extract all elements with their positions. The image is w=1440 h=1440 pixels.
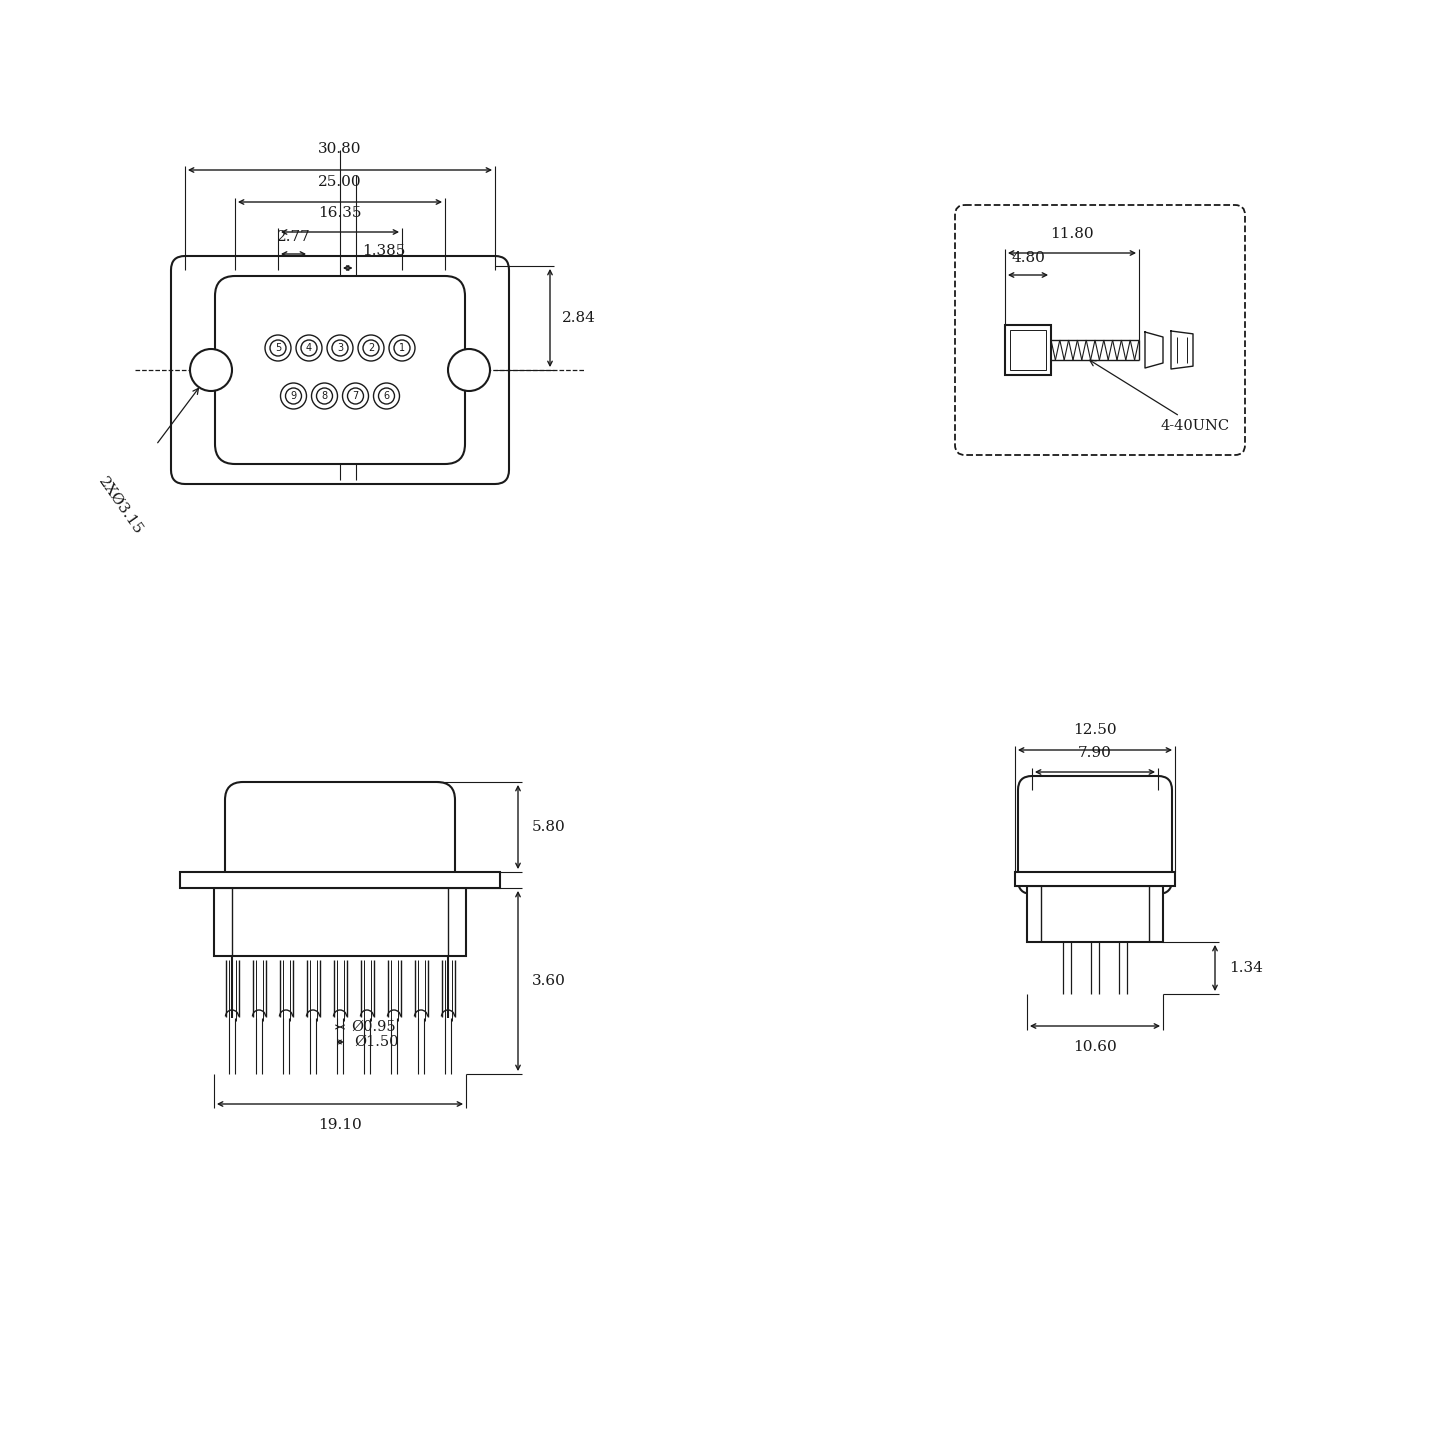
Circle shape	[327, 336, 353, 361]
Text: Utbing: Utbing	[174, 347, 505, 432]
Circle shape	[271, 340, 287, 356]
Text: 1.385: 1.385	[361, 243, 405, 258]
Text: 19.10: 19.10	[318, 1117, 361, 1132]
Text: 2XØ3.15: 2XØ3.15	[96, 475, 145, 537]
Circle shape	[311, 383, 337, 409]
Text: 4-40UNC: 4-40UNC	[1090, 360, 1230, 433]
Circle shape	[379, 387, 395, 405]
Text: 2.77: 2.77	[276, 230, 311, 243]
FancyBboxPatch shape	[955, 204, 1246, 455]
Circle shape	[343, 383, 369, 409]
Circle shape	[448, 348, 490, 392]
Bar	[180, 873, 500, 888]
FancyBboxPatch shape	[225, 782, 455, 900]
Text: 7: 7	[353, 392, 359, 400]
Circle shape	[333, 340, 348, 356]
Circle shape	[347, 387, 363, 405]
Text: Ø1.50: Ø1.50	[354, 1035, 399, 1048]
Circle shape	[317, 387, 333, 405]
Text: 10.60: 10.60	[1073, 1040, 1117, 1054]
Text: 12.50: 12.50	[1073, 723, 1117, 737]
Text: 1.34: 1.34	[1228, 960, 1263, 975]
Text: 5: 5	[275, 343, 281, 353]
Circle shape	[281, 383, 307, 409]
Circle shape	[389, 336, 415, 361]
Bar	[1015, 873, 1175, 886]
Polygon shape	[1171, 331, 1192, 369]
Text: 2: 2	[367, 343, 374, 353]
Text: 2.84: 2.84	[562, 311, 596, 325]
Circle shape	[301, 340, 317, 356]
Text: 11.80: 11.80	[1050, 228, 1094, 240]
Text: 1: 1	[399, 343, 405, 353]
Text: 9: 9	[291, 392, 297, 400]
Bar	[215, 888, 467, 956]
Text: 3.60: 3.60	[531, 973, 566, 988]
Text: 30.80: 30.80	[318, 143, 361, 156]
Circle shape	[265, 336, 291, 361]
Text: 5.80: 5.80	[531, 819, 566, 834]
Polygon shape	[1145, 333, 1164, 369]
Text: 25.00: 25.00	[318, 176, 361, 189]
Text: 16.35: 16.35	[318, 206, 361, 220]
Text: Ø0.95: Ø0.95	[351, 1020, 396, 1034]
Circle shape	[363, 340, 379, 356]
Circle shape	[190, 348, 232, 392]
Circle shape	[285, 387, 301, 405]
FancyBboxPatch shape	[1018, 776, 1172, 894]
Bar	[1005, 325, 1051, 374]
Text: 6: 6	[383, 392, 390, 400]
Text: 7.90: 7.90	[1079, 746, 1112, 760]
Circle shape	[395, 340, 410, 356]
Text: 4: 4	[305, 343, 312, 353]
Text: 3: 3	[337, 343, 343, 353]
Bar	[1009, 330, 1045, 370]
FancyBboxPatch shape	[171, 256, 508, 484]
Circle shape	[359, 336, 384, 361]
Circle shape	[297, 336, 323, 361]
Circle shape	[373, 383, 399, 409]
Text: 4.80: 4.80	[1011, 251, 1045, 265]
Text: 8: 8	[321, 392, 327, 400]
FancyBboxPatch shape	[215, 276, 465, 464]
Bar	[1027, 886, 1164, 942]
